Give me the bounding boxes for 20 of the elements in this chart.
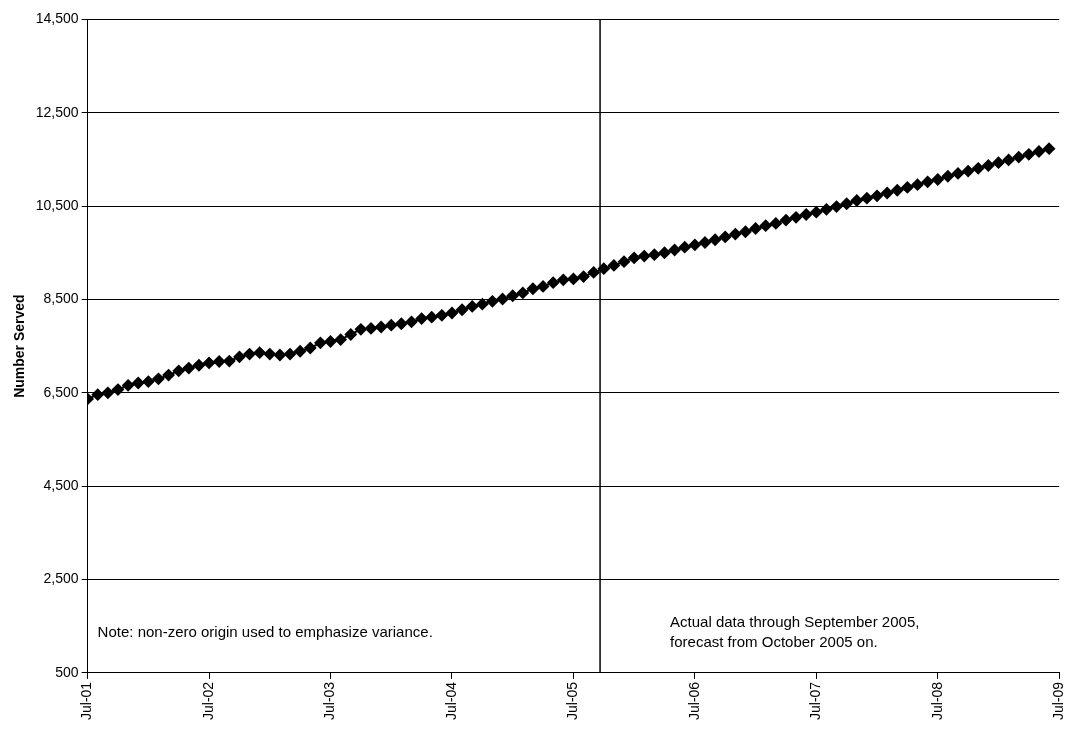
x-tick-label: Jul-06: [685, 681, 702, 721]
annotation: Note: non-zero origin used to emphasize variance.: [97, 623, 433, 641]
y-axis-title: Number Served: [11, 294, 28, 398]
annotation: Actual data through September 2005, forecast from October 2005 on.: [670, 613, 920, 651]
y-tick-label: 14,500: [35, 10, 79, 27]
x-tick-label: Jul-03: [321, 681, 338, 721]
x-tick-label: Jul-01: [78, 681, 95, 721]
x-tick-label: Jul-08: [928, 681, 945, 721]
x-tick-label: Jul-07: [807, 681, 824, 721]
x-tick-label: Jul-02: [199, 681, 216, 721]
x-tick-label: Jul-05: [564, 681, 581, 721]
y-tick-label: 6,500: [43, 383, 79, 400]
x-tick-label: Jul-04: [442, 681, 459, 721]
y-tick-label: 2,500: [43, 570, 79, 587]
y-tick-label: 4,500: [43, 477, 79, 494]
x-tick-label: Jul-09: [1050, 681, 1067, 721]
y-tick-label: 12,500: [35, 103, 79, 120]
y-tick-label: 500: [55, 663, 79, 680]
y-tick-label: 10,500: [35, 196, 79, 213]
y-tick-label: 8,500: [43, 290, 79, 307]
